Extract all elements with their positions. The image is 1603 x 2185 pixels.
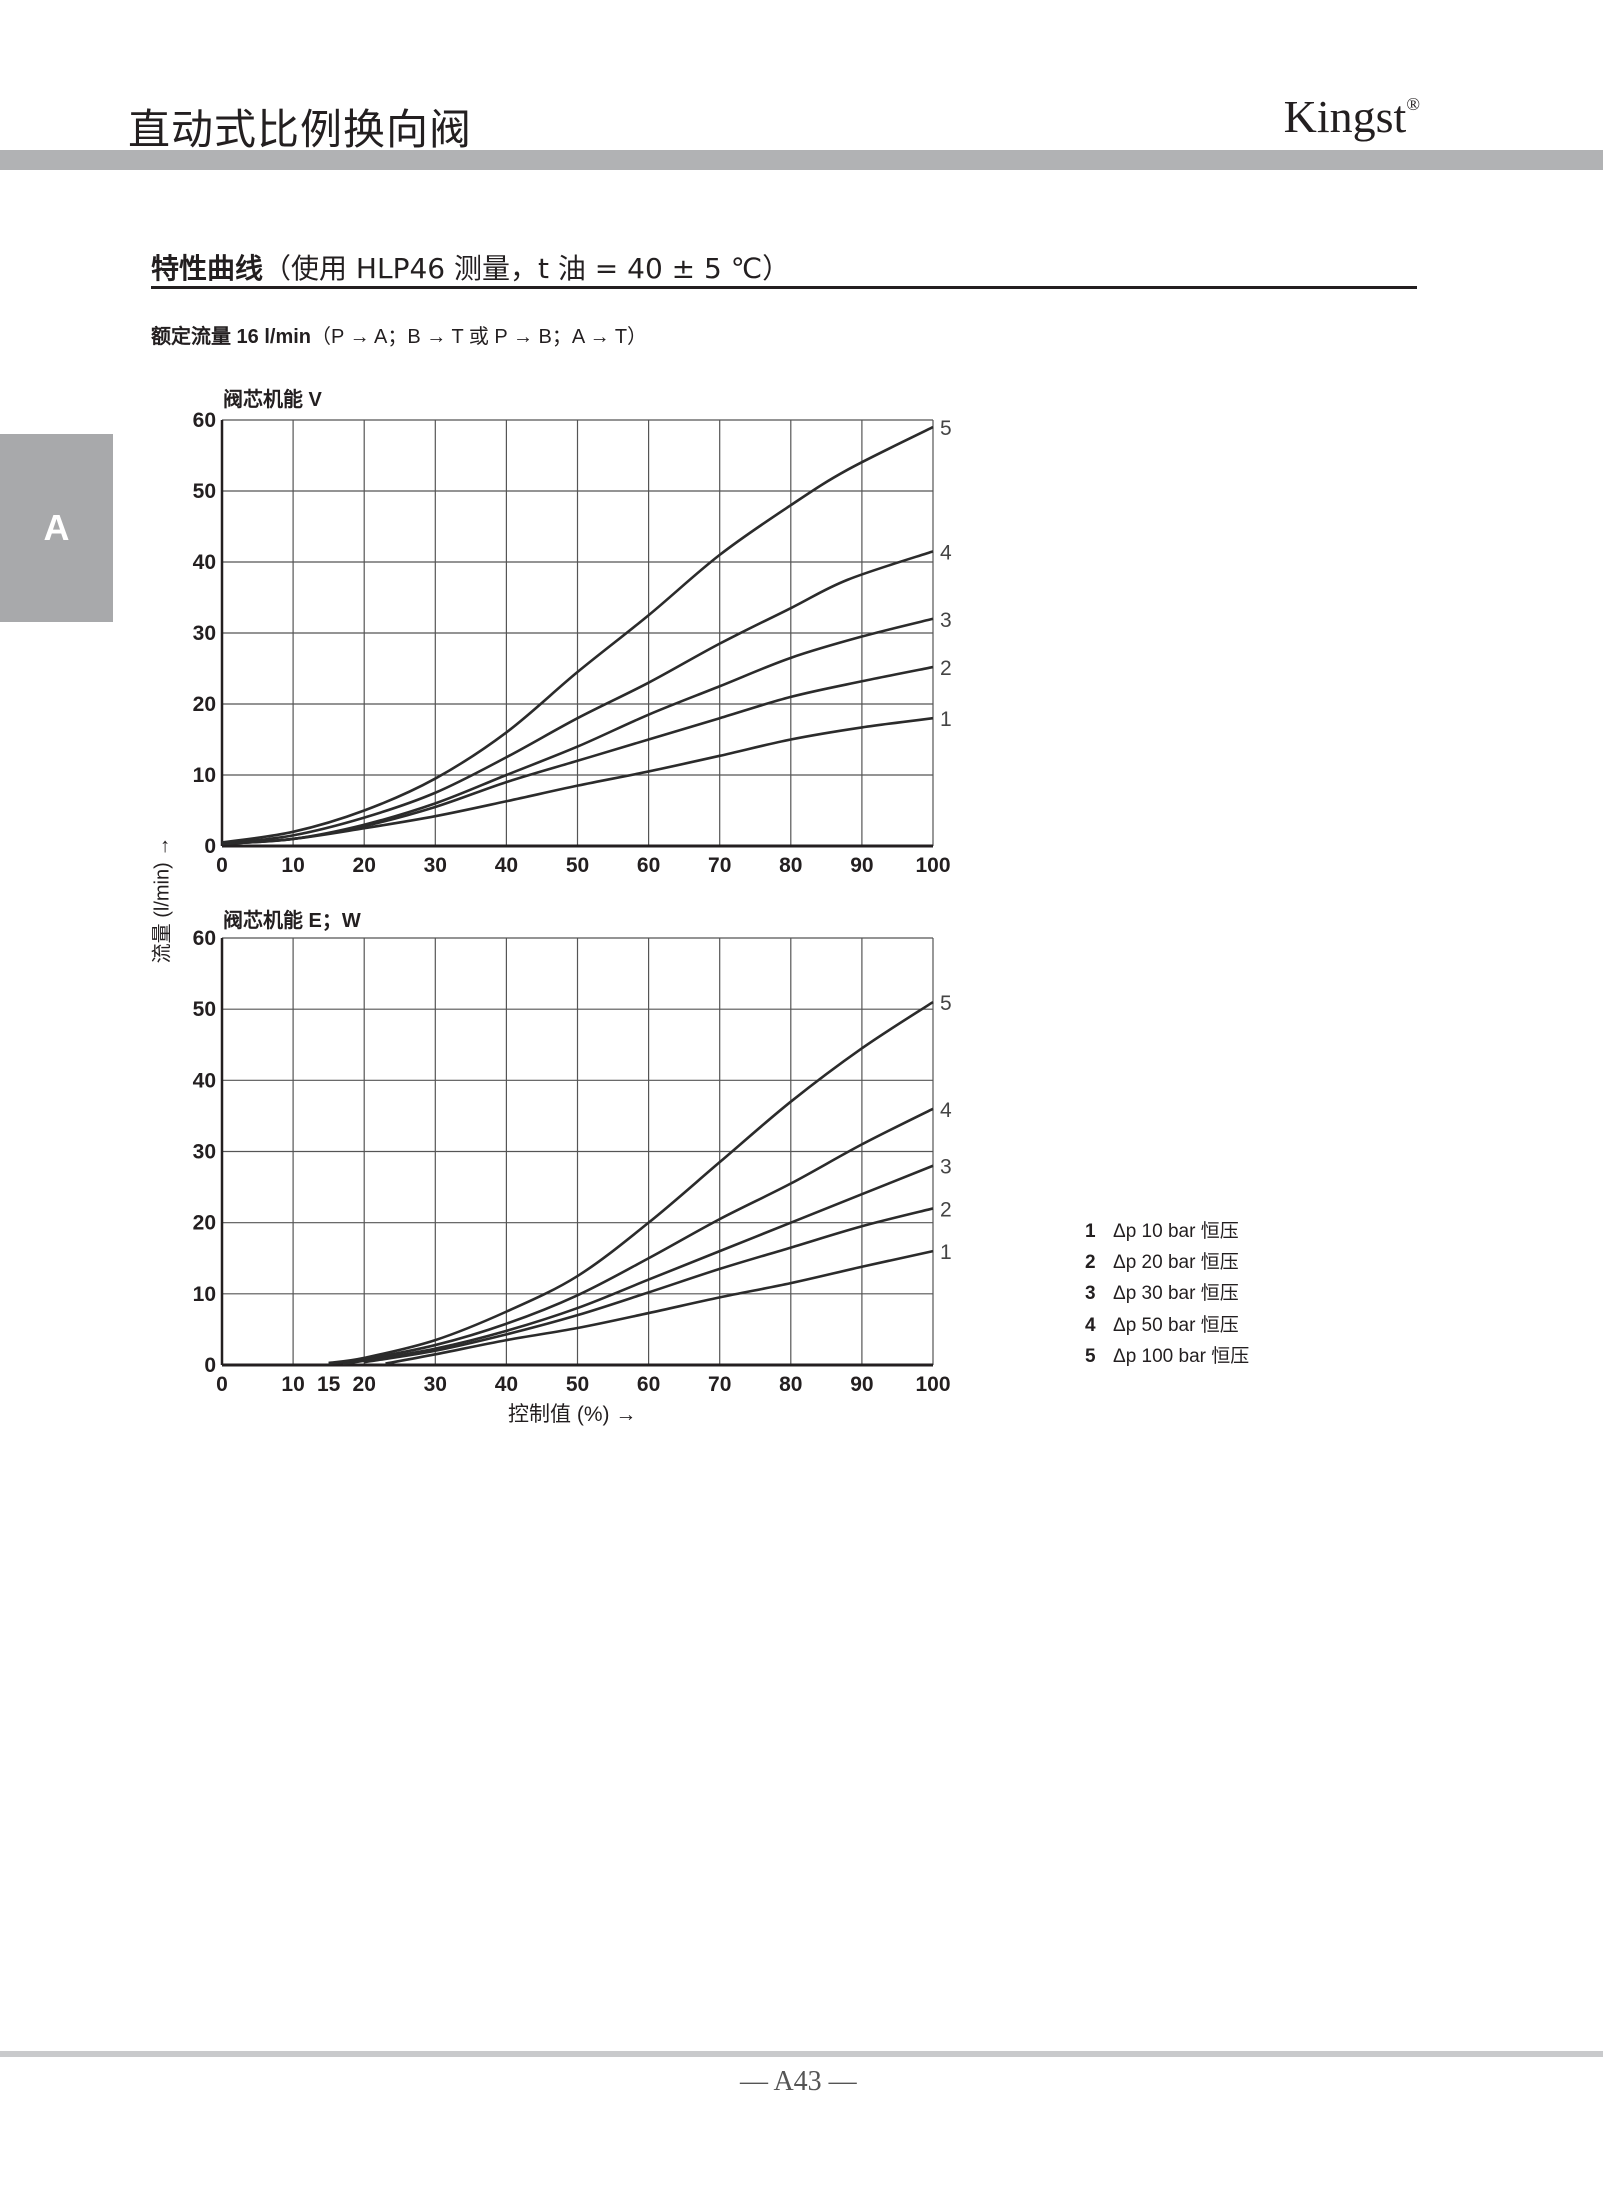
series-line-3 xyxy=(342,1164,934,1365)
x-tick-label: 0 xyxy=(216,854,228,877)
series-label-1: 1 xyxy=(940,1241,952,1264)
series-label-5: 5 xyxy=(940,417,952,440)
x-axis-label: 控制值 (%) → xyxy=(508,1403,637,1426)
page-title: 直动式比例换向阀 xyxy=(128,105,473,154)
section-tab: A xyxy=(0,434,113,622)
x-tick-label: 30 xyxy=(424,1373,447,1396)
section-heading: 特性曲线（使用 HLP46 测量，t 油 = 40 ± 5 ℃） xyxy=(151,247,790,287)
legend-item: 1 Δp 10 bar 恒压 xyxy=(1085,1221,1239,1242)
subtitle: 额定流量 16 l/min（P → A；B → T 或 P → B；A → T） xyxy=(151,320,647,349)
series-label-5: 5 xyxy=(940,992,952,1015)
series-line-1 xyxy=(385,1249,934,1365)
x-tick-label: 10 xyxy=(281,854,304,877)
y-tick-label: 20 xyxy=(193,693,216,716)
x-tick-label: 20 xyxy=(353,1373,376,1396)
x-tick-label: 60 xyxy=(637,1373,660,1396)
series-label-4: 4 xyxy=(940,541,952,564)
x-tick-label: 100 xyxy=(915,1373,950,1396)
x-tick-label: 50 xyxy=(566,854,589,877)
x-tick-label: 30 xyxy=(424,854,447,877)
y-tick-label: 30 xyxy=(193,1141,216,1164)
y-tick-label: 0 xyxy=(204,1354,216,1377)
y-tick-label: 60 xyxy=(193,927,216,950)
x-tick-label: 20 xyxy=(353,854,376,877)
legend-item: 5 Δp 100 bar 恒压 xyxy=(1085,1346,1250,1367)
y-tick-label: 20 xyxy=(193,1212,216,1235)
section-conditions: （使用 HLP46 测量，t 油 = 40 ± 5 ℃） xyxy=(263,252,791,285)
x-tick-label: 60 xyxy=(637,854,660,877)
x-tick-label: 90 xyxy=(850,854,873,877)
x-tick-label: 90 xyxy=(850,1373,873,1396)
series-line-3 xyxy=(221,617,934,846)
x-tick-label: 100 xyxy=(915,854,950,877)
brand-name: Kingst xyxy=(1283,91,1407,142)
section-title: 特性曲线 xyxy=(151,252,264,285)
series-label-3: 3 xyxy=(940,609,952,632)
flow-paths: （P → A；B → T 或 P → B；A → T） xyxy=(311,326,648,348)
x-tick-label: 0 xyxy=(216,1373,228,1396)
x-tick-label: 15 xyxy=(317,1373,341,1396)
series-label-4: 4 xyxy=(940,1099,952,1122)
y-tick-label: 50 xyxy=(193,480,216,503)
legend-item: 4 Δp 50 bar 恒压 xyxy=(1085,1315,1239,1336)
page-number: — A43 — xyxy=(740,2066,857,2097)
y-tick-label: 50 xyxy=(193,998,216,1021)
x-tick-label: 70 xyxy=(708,1373,731,1396)
x-tick-label: 40 xyxy=(495,1373,518,1396)
brand-logo: Kingst® xyxy=(1260,90,1420,143)
header-bar xyxy=(0,150,1603,170)
x-tick-label: 80 xyxy=(779,854,802,877)
x-tick-label: 50 xyxy=(566,1373,589,1396)
x-tick-label: 80 xyxy=(779,1373,802,1396)
x-tick-label: 10 xyxy=(281,1373,304,1396)
series-line-4 xyxy=(328,1107,934,1365)
series-label-2: 2 xyxy=(940,1198,952,1221)
series-line-5 xyxy=(221,425,934,844)
series-line-2 xyxy=(363,1207,934,1364)
registered-mark: ® xyxy=(1406,94,1420,114)
y-tick-label: 10 xyxy=(193,1283,216,1306)
series-label-1: 1 xyxy=(940,708,952,731)
series-label-3: 3 xyxy=(940,1156,952,1179)
chart-title-v: 阀芯机能 V xyxy=(223,389,322,411)
y-tick-label: 0 xyxy=(204,835,216,858)
legend-item: 3 Δp 30 bar 恒压 xyxy=(1085,1283,1239,1304)
series-label-2: 2 xyxy=(940,657,952,680)
footer-rule xyxy=(0,2051,1603,2057)
series-line-4 xyxy=(221,550,934,846)
y-tick-label: 30 xyxy=(193,622,216,645)
y-tick-label: 10 xyxy=(193,764,216,787)
chart-title-ew: 阀芯机能 E；W xyxy=(223,910,361,932)
y-tick-label: 40 xyxy=(193,551,216,574)
legend-item: 2 Δp 20 bar 恒压 xyxy=(1085,1252,1239,1273)
y-tick-label: 60 xyxy=(193,409,216,432)
rated-flow: 额定流量 16 l/min xyxy=(151,326,312,348)
y-tick-label: 40 xyxy=(193,1069,216,1092)
series-line-5 xyxy=(328,1000,934,1365)
x-tick-label: 70 xyxy=(708,854,731,877)
x-tick-label: 40 xyxy=(495,854,518,877)
section-rule xyxy=(151,286,1417,289)
